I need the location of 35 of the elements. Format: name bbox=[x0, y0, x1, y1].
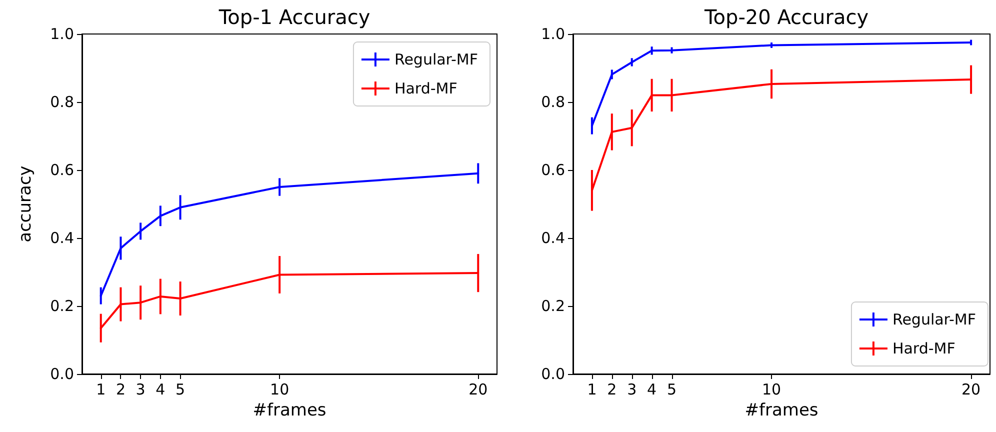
y-tick-label: 0.0 bbox=[541, 365, 565, 383]
chart-title: Top-20 Accuracy bbox=[703, 5, 869, 29]
y-tick-label: 0.6 bbox=[50, 161, 74, 179]
legend-label: Regular-MF bbox=[394, 50, 478, 68]
y-tick-label: 0.4 bbox=[541, 229, 565, 247]
x-tick-label: 20 bbox=[468, 380, 488, 398]
x-tick-label: 2 bbox=[607, 380, 617, 398]
x-axis-title: #frames bbox=[744, 400, 818, 420]
x-axis-title: #frames bbox=[252, 400, 326, 420]
x-tick-label: 10 bbox=[762, 380, 782, 398]
legend-label: Regular-MF bbox=[892, 310, 976, 328]
x-tick-label: 1 bbox=[587, 380, 597, 398]
x-tick-label: 1 bbox=[96, 380, 106, 398]
y-tick-label: 0.8 bbox=[541, 93, 565, 111]
y-tick-label: 0.2 bbox=[50, 297, 74, 315]
x-tick-label: 3 bbox=[627, 380, 637, 398]
y-tick-label: 0.4 bbox=[50, 229, 74, 247]
x-tick-label: 4 bbox=[647, 380, 657, 398]
y-axis-title: accuracy bbox=[16, 166, 36, 242]
x-tick-label: 10 bbox=[270, 380, 290, 398]
legend-label: Hard-MF bbox=[892, 340, 956, 358]
y-tick-label: 0.6 bbox=[541, 161, 565, 179]
x-tick-label: 20 bbox=[962, 380, 981, 398]
x-tick-label: 5 bbox=[666, 380, 677, 398]
y-tick-label: 1.0 bbox=[541, 25, 565, 43]
y-tick-label: 0.2 bbox=[541, 297, 565, 315]
x-tick-label: 3 bbox=[136, 380, 146, 398]
y-tick-label: 1.0 bbox=[50, 25, 74, 43]
legend-label: Hard-MF bbox=[394, 80, 458, 98]
y-tick-label: 0.0 bbox=[50, 365, 74, 383]
y-tick-label: 0.8 bbox=[50, 93, 74, 111]
x-tick-label: 2 bbox=[116, 380, 126, 398]
x-tick-label: 5 bbox=[176, 380, 186, 398]
chart-title: Top-1 Accuracy bbox=[218, 5, 370, 29]
x-tick-label: 4 bbox=[156, 380, 166, 398]
